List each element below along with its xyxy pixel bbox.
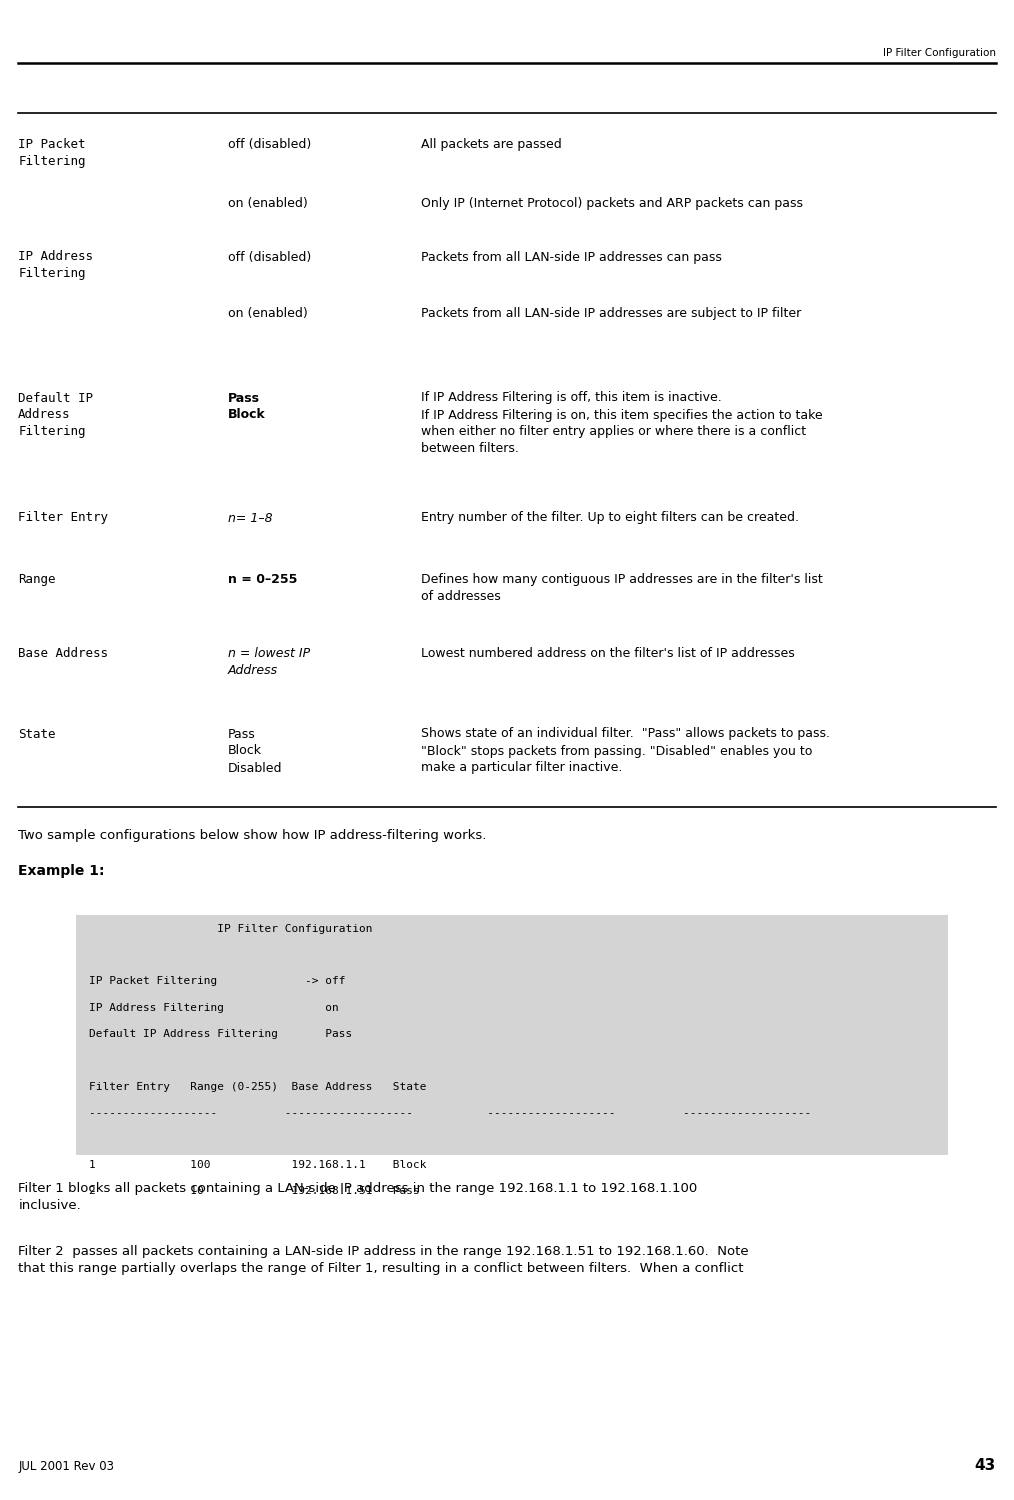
Text: Packets from all LAN-side IP addresses can pass: Packets from all LAN-side IP addresses c…: [421, 251, 722, 264]
Text: Entry number of the filter. Up to eight filters can be created.: Entry number of the filter. Up to eight …: [421, 512, 799, 525]
Text: Default IP Address Filtering       Pass: Default IP Address Filtering Pass: [89, 1029, 353, 1039]
Text: Two sample configurations below show how IP address-filtering works.: Two sample configurations below show how…: [18, 830, 487, 843]
Text: on (enabled): on (enabled): [228, 308, 308, 321]
Text: Pass
Block: Pass Block: [228, 392, 266, 422]
Bar: [76, 915, 948, 1155]
Text: State: State: [18, 728, 56, 741]
Text: JUL 2001 Rev 03: JUL 2001 Rev 03: [18, 1460, 115, 1473]
Text: Shows state of an individual filter.  "Pass" allows packets to pass.
"Block" sto: Shows state of an individual filter. "Pa…: [421, 728, 829, 774]
Text: Range: Range: [18, 573, 56, 586]
Text: IP Address
Filtering: IP Address Filtering: [18, 251, 93, 280]
Text: Filter 1 blocks all packets containing a LAN-side IP address in the range 192.16: Filter 1 blocks all packets containing a…: [18, 1182, 698, 1212]
Text: IP Packet Filtering             -> off: IP Packet Filtering -> off: [89, 976, 346, 987]
Text: n = 0–255: n = 0–255: [228, 573, 297, 586]
Text: Lowest numbered address on the filter's list of IP addresses: Lowest numbered address on the filter's …: [421, 646, 795, 660]
Text: Only IP (Internet Protocol) packets and ARP packets can pass: Only IP (Internet Protocol) packets and …: [421, 196, 803, 210]
Text: IP Filter Configuration: IP Filter Configuration: [89, 924, 373, 934]
Text: 43: 43: [974, 1458, 996, 1473]
Text: 1              100            192.168.1.1    Block: 1 100 192.168.1.1 Block: [89, 1161, 427, 1170]
Text: If IP Address Filtering is off, this item is inactive.
If IP Address Filtering i: If IP Address Filtering is off, this ite…: [421, 392, 822, 456]
Text: Filter Entry: Filter Entry: [18, 512, 108, 525]
Text: on (enabled): on (enabled): [228, 196, 308, 210]
Text: n = lowest IP
Address: n = lowest IP Address: [228, 646, 310, 676]
Text: IP Packet
Filtering: IP Packet Filtering: [18, 138, 86, 168]
Text: 2              10             192.168.1.51   Pass: 2 10 192.168.1.51 Pass: [89, 1186, 420, 1197]
Text: Filter 2  passes all packets containing a LAN-side IP address in the range 192.1: Filter 2 passes all packets containing a…: [18, 1245, 749, 1275]
Text: All packets are passed: All packets are passed: [421, 138, 562, 152]
Text: Defines how many contiguous IP addresses are in the filter's list
of addresses: Defines how many contiguous IP addresses…: [421, 573, 822, 603]
Text: IP Address Filtering               on: IP Address Filtering on: [89, 1004, 339, 1013]
Text: Example 1:: Example 1:: [18, 864, 104, 877]
Text: Pass
Block
Disabled: Pass Block Disabled: [228, 728, 283, 774]
Text: IP Filter Configuration: IP Filter Configuration: [883, 48, 996, 58]
Text: Packets from all LAN-side IP addresses are subject to IP filter: Packets from all LAN-side IP addresses a…: [421, 308, 801, 321]
Text: Default IP
Address
Filtering: Default IP Address Filtering: [18, 392, 93, 438]
Text: off (disabled): off (disabled): [228, 251, 311, 264]
Text: off (disabled): off (disabled): [228, 138, 311, 152]
Text: Filter Entry   Range (0-255)  Base Address   State: Filter Entry Range (0-255) Base Address …: [89, 1082, 427, 1092]
Text: n= 1–8: n= 1–8: [228, 512, 273, 525]
Text: Base Address: Base Address: [18, 646, 108, 660]
Text: -------------------          -------------------           -------------------  : ------------------- ------------------- …: [89, 1107, 811, 1118]
